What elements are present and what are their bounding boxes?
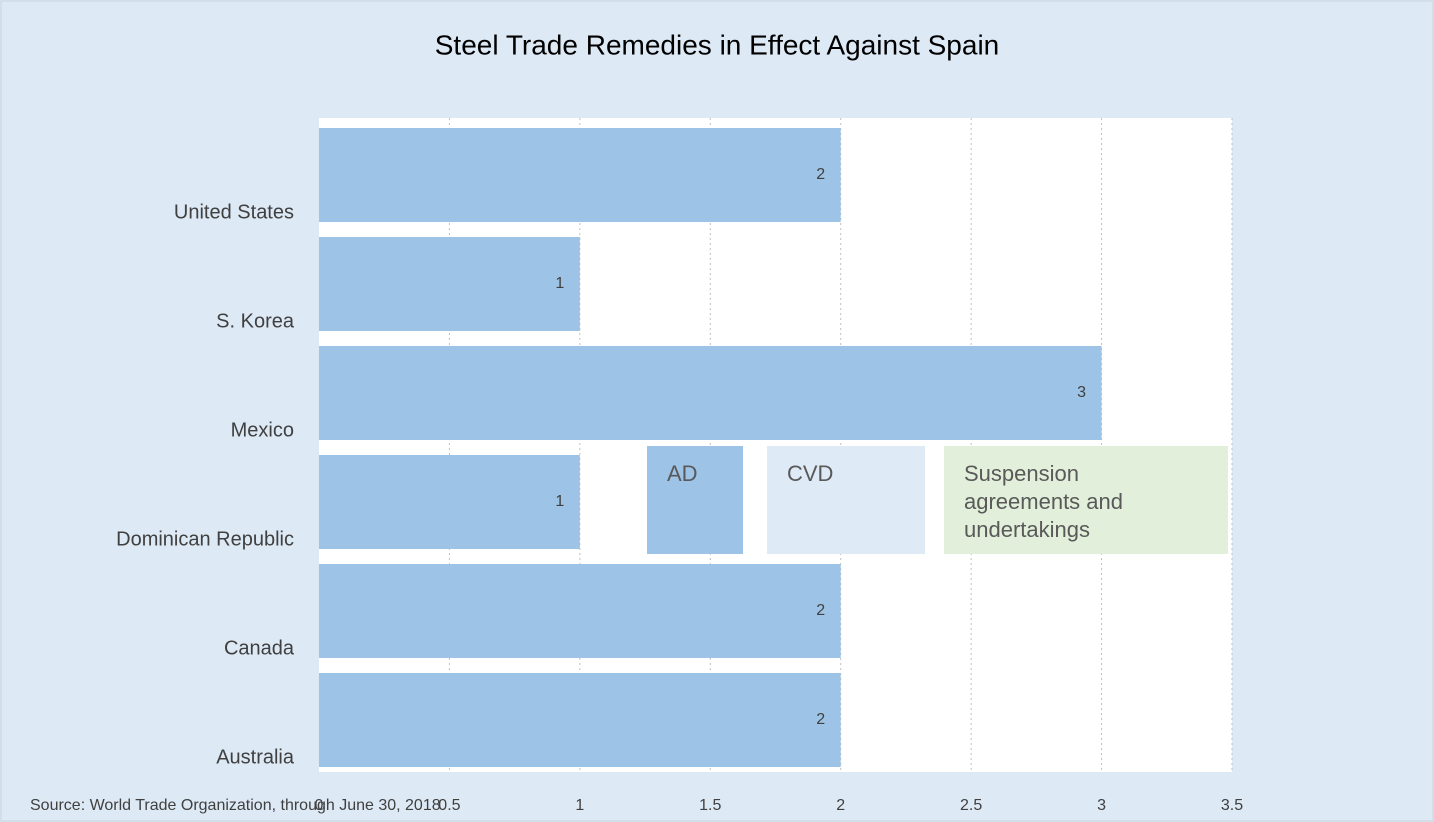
plot-area [319, 118, 1232, 772]
y-tick-label: Dominican Republic [116, 528, 294, 550]
x-tick-label: 2 [836, 797, 845, 814]
data-label: 3 [1077, 384, 1086, 401]
data-label: 2 [816, 166, 825, 183]
x-tick-label: 3 [1097, 797, 1106, 814]
data-label: 2 [816, 711, 825, 728]
bar [319, 237, 580, 331]
data-label: 1 [555, 275, 564, 292]
y-tick-label: Mexico [231, 419, 294, 441]
legend-label: CVD [787, 461, 834, 486]
x-tick-label: 0 [315, 797, 324, 814]
legend-swatch [944, 446, 1228, 554]
bar [319, 564, 841, 658]
grid [448, 118, 1233, 772]
y-tick-label: Australia [216, 746, 295, 768]
bar [319, 673, 841, 767]
bar [319, 455, 580, 549]
chart-title: Steel Trade Remedies in Effect Against S… [435, 29, 999, 60]
legend-label: Suspension agreements and undertakings [964, 461, 1123, 542]
data-label: 2 [816, 602, 825, 619]
data-label: 1 [555, 493, 564, 510]
y-tick-label: S. Korea [216, 310, 295, 332]
source-note: Source: World Trade Organization, throug… [30, 797, 441, 814]
x-tick-label: 2.5 [960, 797, 982, 814]
x-tick-label: 1 [575, 797, 584, 814]
x-tick-label: 1.5 [699, 797, 721, 814]
legend-label: AD [667, 461, 698, 486]
bar [319, 346, 1102, 440]
y-tick-label: Canada [224, 637, 295, 659]
legend-swatch [647, 446, 743, 554]
bar [319, 128, 841, 222]
x-tick-label: 0.5 [438, 797, 460, 814]
x-tick-label: 3.5 [1221, 797, 1243, 814]
y-tick-label: United States [174, 201, 294, 223]
legend-swatch [767, 446, 925, 554]
